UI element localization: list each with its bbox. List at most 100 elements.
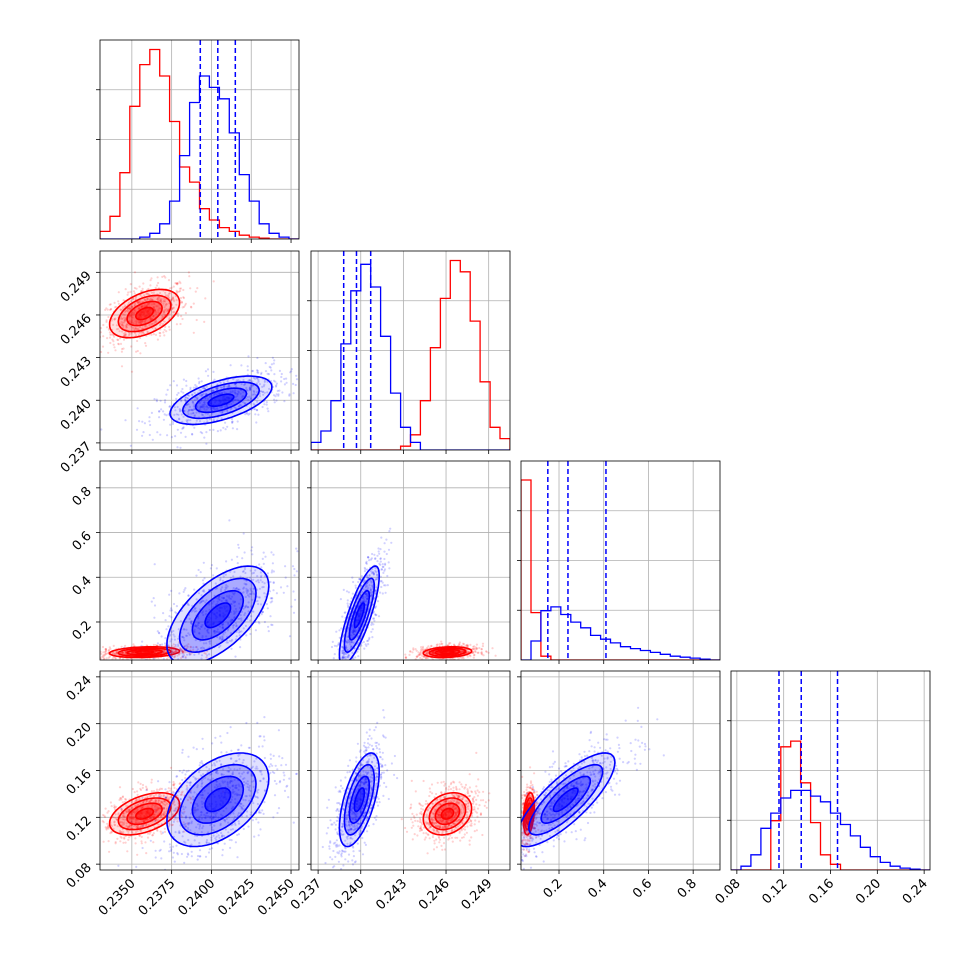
- scatter-point-blue: [192, 386, 195, 389]
- scatter-point-blue: [216, 387, 219, 391]
- scatter-point-red: [107, 824, 110, 828]
- scatter-point-blue: [218, 609, 221, 612]
- scatter-point-red: [172, 801, 175, 804]
- scatter-point-red: [117, 812, 120, 815]
- scatter-point-blue: [184, 620, 187, 623]
- scatter-point-red: [189, 653, 192, 656]
- scatter-point-blue: [259, 576, 263, 579]
- scatter-point-blue: [182, 655, 185, 659]
- scatter-point-blue: [202, 599, 205, 603]
- scatter-point-blue: [202, 589, 205, 592]
- scatter-point-blue: [190, 622, 193, 625]
- scatter-point-red: [177, 290, 181, 293]
- scatter-point-red: [115, 651, 118, 654]
- scatter-point-blue: [225, 396, 229, 399]
- scatter-point-blue: [345, 646, 348, 649]
- scatter-point-blue: [237, 631, 241, 634]
- scatter-point-red: [121, 818, 124, 821]
- scatter-point-blue: [226, 398, 229, 401]
- scatter-point-blue: [266, 391, 269, 394]
- scatter-point-red: [449, 642, 452, 645]
- scatter-point-blue: [251, 370, 254, 373]
- scatter-point-blue: [379, 575, 382, 578]
- scatter-point-red: [184, 312, 187, 315]
- scatter-point-red: [102, 657, 105, 660]
- scatter-point-red: [154, 793, 157, 796]
- scatter-point-red: [133, 815, 136, 818]
- scatter-point-blue: [232, 600, 235, 603]
- scatter-point-red: [404, 653, 407, 656]
- scatter-point-blue: [165, 393, 168, 396]
- scatter-point-blue: [212, 622, 215, 625]
- scatter-point-red: [173, 803, 176, 807]
- scatter-point-blue: [365, 560, 368, 563]
- scatter-point-blue: [374, 557, 377, 561]
- scatter-point-blue: [379, 557, 382, 560]
- scatter-point-red: [159, 815, 162, 818]
- scatter-point-red: [116, 825, 119, 828]
- scatter-point-blue: [159, 399, 162, 402]
- scatter-point-red: [155, 809, 158, 812]
- scatter-point-blue: [224, 599, 227, 602]
- scatter-point-red: [418, 653, 422, 656]
- scatter-point-red: [131, 817, 134, 820]
- scatter-point-blue: [338, 636, 341, 639]
- scatter-point-red: [142, 811, 145, 814]
- scatter-point-red: [127, 308, 130, 311]
- scatter-point-blue: [252, 571, 255, 575]
- scatter-point-red: [132, 297, 135, 300]
- scatter-point-red: [140, 835, 143, 839]
- scatter-point-red: [152, 302, 155, 305]
- scatter-point-red: [431, 651, 435, 654]
- scatter-point-blue: [215, 630, 218, 633]
- scatter-point-red: [139, 787, 142, 790]
- scatter-point-red: [180, 649, 183, 652]
- scatter-point-blue: [182, 808, 185, 811]
- scatter-point-blue: [190, 620, 193, 623]
- scatter-point-red: [148, 812, 151, 815]
- scatter-point-blue: [259, 390, 262, 393]
- scatter-point-red: [138, 307, 141, 310]
- scatter-point-blue: [184, 435, 187, 438]
- scatter-point-red: [481, 653, 484, 656]
- scatter-point-red: [172, 800, 176, 803]
- scatter-point-blue: [361, 591, 364, 594]
- scatter-point-blue: [185, 815, 188, 818]
- scatter-point-red: [159, 299, 162, 302]
- scatter-point-blue: [347, 591, 350, 594]
- scatter-point-red: [147, 812, 150, 815]
- scatter-point-red: [102, 323, 105, 327]
- scatter-point-blue: [349, 643, 352, 646]
- scatter-point-blue: [201, 403, 204, 406]
- scatter-point-red: [472, 650, 475, 653]
- scatter-point-blue: [236, 392, 239, 396]
- scatter-point-blue: [150, 600, 153, 603]
- scatter-point-blue: [200, 594, 203, 597]
- scatter-point-blue: [273, 401, 276, 404]
- scatter-point-red: [168, 328, 171, 331]
- scatter-point-blue: [374, 557, 377, 560]
- scatter-point-blue: [330, 645, 334, 649]
- scatter-point-red: [113, 804, 116, 807]
- scatter-point-blue: [211, 611, 214, 614]
- scatter-point-blue: [201, 406, 204, 409]
- scatter-point-blue: [257, 581, 260, 584]
- scatter-point-blue: [164, 619, 167, 622]
- scatter-point-red: [168, 822, 171, 825]
- scatter-point-red: [145, 644, 148, 647]
- scatter-point-blue: [182, 654, 186, 657]
- scatter-point-red: [149, 311, 152, 314]
- scatter-point-red: [192, 648, 195, 652]
- histogram-blue: [521, 606, 720, 660]
- scatter-point-red: [435, 643, 438, 647]
- scatter-point-red: [193, 808, 196, 812]
- scatter-point-red: [169, 787, 173, 790]
- scatter-point-blue: [159, 433, 162, 436]
- scatter-point-blue: [350, 646, 353, 649]
- scatter-point-red: [130, 313, 133, 316]
- scatter-point-red: [103, 815, 107, 819]
- scatter-point-red: [162, 807, 166, 810]
- scatter-point-blue: [237, 379, 240, 382]
- scatter-point-red: [121, 651, 124, 654]
- scatter-point-blue: [388, 530, 391, 533]
